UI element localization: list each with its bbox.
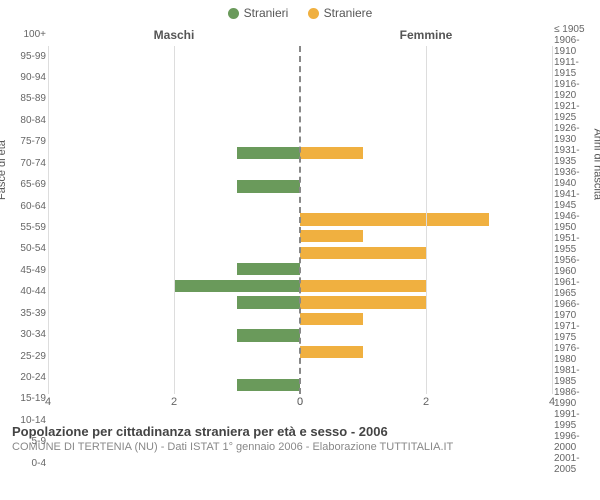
legend-item-female: Straniere	[308, 6, 373, 20]
birth-label: 1936-1940	[554, 167, 598, 189]
legend-label-female: Straniere	[324, 6, 373, 20]
gridline	[552, 46, 553, 394]
gridline	[426, 46, 427, 394]
female-bar	[300, 280, 426, 292]
x-tick: 0	[297, 396, 303, 408]
center-axis-line	[299, 46, 301, 394]
swatch-male	[228, 8, 239, 19]
age-label: 15-19	[2, 388, 46, 409]
birth-label: ≤ 1905	[554, 24, 598, 35]
x-tick: 2	[171, 396, 177, 408]
male-bar	[237, 329, 300, 341]
birth-label: 1911-1915	[554, 57, 598, 79]
birth-label: 1981-1985	[554, 365, 598, 387]
female-bar	[300, 346, 363, 358]
half-title-female: Femmine	[300, 28, 552, 42]
female-bar	[300, 230, 363, 242]
chart-title: Popolazione per cittadinanza straniera p…	[12, 424, 588, 439]
male-bar	[237, 180, 300, 192]
chart-footer: Popolazione per cittadinanza straniera p…	[0, 416, 600, 453]
birth-label: 1941-1945	[554, 189, 598, 211]
birth-label: 1951-1955	[554, 233, 598, 255]
age-label: 50-54	[2, 238, 46, 259]
age-label: 10-14	[2, 410, 46, 431]
legend-item-male: Stranieri	[228, 6, 289, 20]
age-label: 45-49	[2, 260, 46, 281]
swatch-female	[308, 8, 319, 19]
age-label: 70-74	[2, 153, 46, 174]
male-bar	[237, 296, 300, 308]
birth-label: 1961-1965	[554, 277, 598, 299]
female-bar	[300, 213, 489, 225]
male-bar	[174, 280, 300, 292]
female-bar	[300, 147, 363, 159]
gridline	[174, 46, 175, 394]
age-label: 35-39	[2, 302, 46, 323]
age-label: 40-44	[2, 281, 46, 302]
birth-label: 1986-1990	[554, 387, 598, 409]
x-tick: 2	[423, 396, 429, 408]
male-bar	[237, 379, 300, 391]
birth-label: 1971-1975	[554, 321, 598, 343]
birth-label: 1976-1980	[554, 343, 598, 365]
birth-label: 1906-1910	[554, 35, 598, 57]
chart-subtitle: COMUNE DI TERTENIA (NU) - Dati ISTAT 1° …	[12, 441, 588, 453]
female-bar	[300, 313, 363, 325]
x-tick: 4	[549, 396, 555, 408]
y-labels-birth: ≤ 19051906-19101911-19151916-19201921-19…	[554, 24, 598, 474]
legend-label-male: Stranieri	[244, 6, 289, 20]
birth-label: 1926-1930	[554, 123, 598, 145]
birth-label: 1921-1925	[554, 101, 598, 123]
male-bar	[237, 147, 300, 159]
y-labels-age: 100+95-9990-9485-8980-8475-7970-7465-696…	[2, 24, 46, 474]
age-label: 100+	[2, 24, 46, 45]
female-bar	[300, 296, 426, 308]
birth-label: 1946-1950	[554, 211, 598, 233]
age-label: 65-69	[2, 174, 46, 195]
age-label: 80-84	[2, 110, 46, 131]
birth-label: 1931-1935	[554, 145, 598, 167]
birth-label: 1916-1920	[554, 79, 598, 101]
age-label: 5-9	[2, 431, 46, 452]
birth-label: 1991-1995	[554, 409, 598, 431]
age-label: 85-89	[2, 88, 46, 109]
x-tick: 4	[45, 396, 51, 408]
birth-label: 1996-2000	[554, 431, 598, 453]
age-label: 95-99	[2, 45, 46, 66]
female-bar	[300, 247, 426, 259]
age-label: 75-79	[2, 131, 46, 152]
chart-area: Maschi 024 Femmine 024	[48, 26, 552, 416]
half-title-male: Maschi	[48, 28, 300, 42]
age-label: 0-4	[2, 452, 46, 473]
birth-label: 1966-1970	[554, 299, 598, 321]
gridline	[48, 46, 49, 394]
age-label: 20-24	[2, 367, 46, 388]
age-label: 55-59	[2, 217, 46, 238]
legend: Stranieri Straniere	[0, 0, 600, 22]
birth-label: 1956-1960	[554, 255, 598, 277]
age-label: 60-64	[2, 195, 46, 216]
male-bar	[237, 263, 300, 275]
age-label: 25-29	[2, 345, 46, 366]
age-label: 90-94	[2, 67, 46, 88]
birth-label: 2001-2005	[554, 453, 598, 475]
age-label: 30-34	[2, 324, 46, 345]
